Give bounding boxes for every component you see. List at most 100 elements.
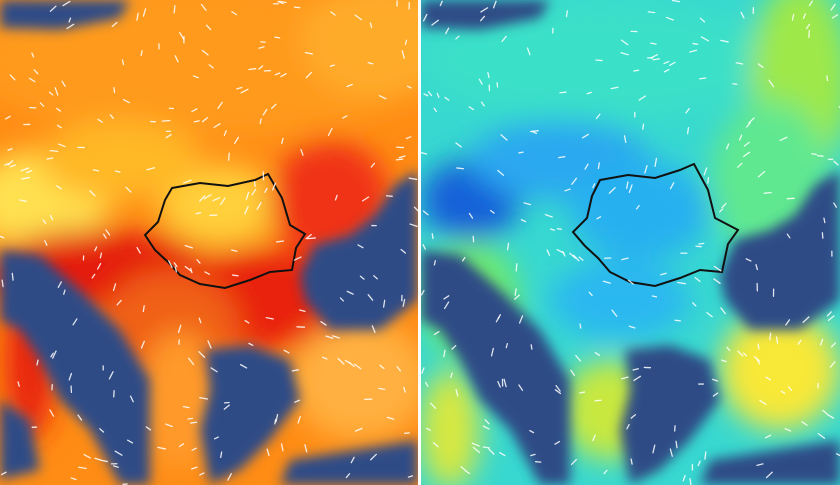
wind-streak	[142, 305, 145, 313]
wind-streak	[479, 15, 486, 22]
wind-streak	[443, 301, 450, 310]
wind-streak	[456, 167, 465, 170]
wind-streak	[497, 169, 505, 176]
wind-streak	[689, 49, 698, 53]
wind-streak	[819, 338, 824, 346]
wind-streak	[188, 357, 195, 366]
wind-streak	[168, 260, 173, 269]
wind-streak	[421, 367, 425, 374]
wind-streak	[192, 75, 199, 79]
wind-streak	[409, 223, 418, 227]
wind-streak	[213, 436, 219, 440]
wind-streak	[579, 323, 582, 329]
wind-streak	[699, 77, 707, 80]
wind-streak	[472, 446, 481, 454]
wind-streak	[471, 442, 480, 447]
panel-divider	[418, 0, 421, 485]
wind-streak	[425, 381, 429, 388]
wind-streak	[802, 13, 806, 20]
wind-streak	[468, 106, 475, 111]
wind-streak	[213, 123, 221, 129]
wind-streak	[89, 190, 96, 197]
wind-streak	[500, 134, 508, 141]
wind-streak	[499, 451, 506, 457]
wind-streak	[182, 405, 190, 409]
wind-streak	[817, 433, 826, 439]
wind-streak	[763, 191, 772, 194]
wind-streak	[300, 148, 304, 156]
wind-streak	[127, 439, 134, 444]
wind-streak	[694, 276, 701, 283]
wind-streak	[669, 182, 675, 190]
wind-streak	[201, 49, 209, 56]
wind-streak	[198, 317, 202, 324]
wind-streak	[146, 167, 156, 171]
wind-streak	[68, 17, 72, 23]
wind-streaks-right	[421, 0, 840, 485]
wind-streak	[594, 352, 601, 356]
wind-streak	[193, 120, 200, 123]
wind-streak	[264, 187, 268, 193]
wind-streak	[712, 378, 719, 382]
wind-streak	[231, 274, 239, 277]
wind-streak	[650, 54, 659, 59]
wind-streak	[66, 23, 75, 30]
wind-streak	[9, 74, 16, 81]
wind-streak	[506, 242, 510, 251]
wind-streak	[223, 404, 230, 410]
wind-streak	[811, 153, 817, 156]
wind-streak	[742, 352, 748, 357]
wind-streak	[190, 466, 198, 470]
wind-streak	[826, 311, 832, 317]
wind-streak	[346, 290, 354, 295]
wind-streak	[36, 359, 39, 366]
wind-streak	[786, 233, 791, 239]
wind-streak	[251, 188, 257, 196]
wind-streak	[808, 0, 814, 7]
wind-streak	[833, 160, 839, 166]
romania-border-right	[571, 162, 740, 288]
wind-streak	[136, 246, 141, 254]
wind-streak	[644, 165, 648, 174]
wind-streak	[432, 442, 439, 448]
wind-streak	[628, 325, 636, 329]
wind-streak	[97, 118, 103, 123]
wind-streak	[823, 217, 826, 224]
wind-streak	[236, 86, 243, 90]
wind-streak	[400, 248, 406, 254]
wind-streak	[350, 456, 355, 464]
wind-streak	[692, 42, 699, 45]
wind-streak	[431, 19, 439, 26]
wind-streak	[56, 185, 62, 190]
wind-streak	[602, 280, 611, 284]
wind-streak	[26, 170, 33, 174]
wind-streak	[187, 417, 194, 420]
wind-streak	[565, 10, 569, 18]
wind-streak	[595, 113, 601, 120]
temperature-map-right	[421, 0, 840, 485]
wind-streak	[433, 260, 436, 266]
wind-streak	[735, 62, 744, 65]
wind-streak	[748, 117, 755, 124]
wind-streak	[327, 127, 333, 136]
wind-streak	[558, 156, 566, 159]
temperature-map-left	[0, 0, 418, 485]
wind-streak	[204, 271, 211, 275]
wind-streak	[530, 453, 536, 457]
wind-streak	[439, 0, 443, 7]
wind-streak	[31, 52, 35, 58]
wind-streak	[611, 309, 618, 317]
wind-streak	[337, 357, 345, 365]
wind-streak	[692, 302, 697, 307]
wind-streak	[291, 369, 300, 372]
wind-streak	[431, 233, 434, 240]
wind-streak	[586, 91, 592, 95]
wind-streak	[157, 446, 167, 450]
wind-streak	[801, 421, 808, 426]
wind-streak	[94, 457, 102, 461]
wind-streak	[183, 179, 192, 184]
wind-streak	[299, 309, 306, 313]
wind-streak	[720, 39, 729, 43]
wind-streak	[621, 376, 629, 380]
